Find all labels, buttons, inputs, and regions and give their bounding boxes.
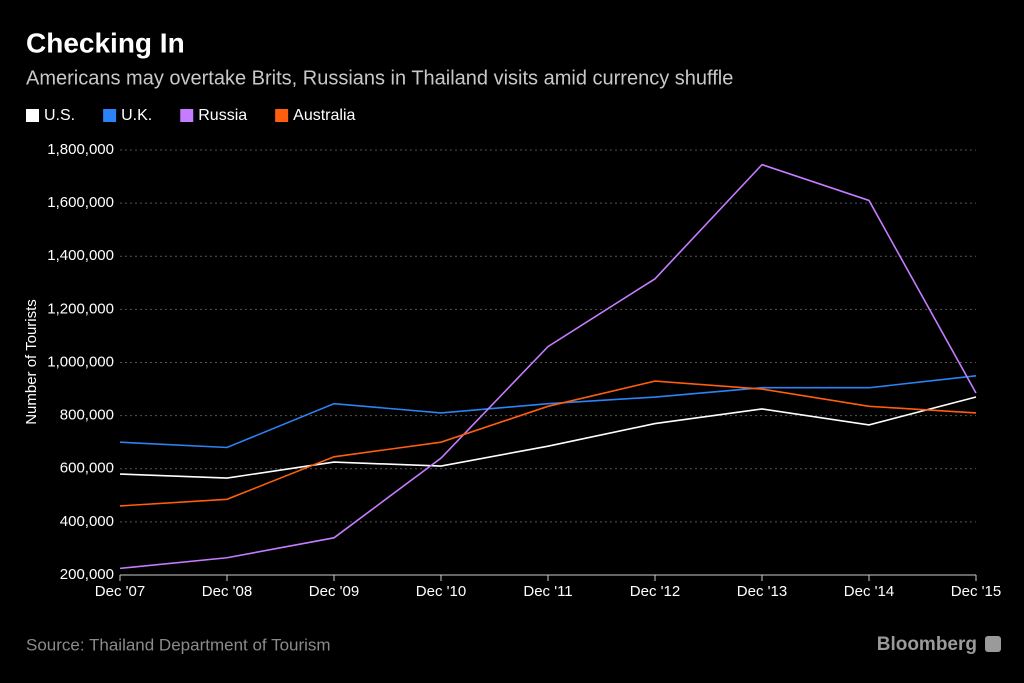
y-tick-label: 1,400,000	[47, 247, 114, 264]
legend-label: Australia	[293, 107, 355, 124]
chart-subtitle: Americans may overtake Brits, Russians i…	[26, 67, 733, 89]
x-tick-label: Dec '12	[630, 583, 680, 600]
y-tick-label: 1,600,000	[47, 194, 114, 211]
x-tick-label: Dec '08	[202, 583, 252, 600]
legend-label: U.S.	[44, 107, 75, 124]
legend-swatch	[26, 109, 39, 122]
y-axis-label: Number of Tourists	[23, 299, 40, 425]
source: Source: Thailand Department of Tourism	[26, 635, 331, 654]
y-tick-label: 400,000	[60, 513, 114, 530]
legend-label: U.K.	[121, 107, 152, 124]
brand-icon	[985, 636, 1001, 652]
y-tick-label: 800,000	[60, 407, 114, 424]
x-tick-label: Dec '15	[951, 583, 1001, 600]
y-tick-label: 600,000	[60, 460, 114, 477]
brand: Bloomberg	[877, 634, 977, 655]
series-line	[119, 380, 977, 507]
legend-label: Russia	[198, 107, 247, 124]
x-tick-label: Dec '13	[737, 583, 787, 600]
legend-swatch	[103, 109, 117, 122]
x-tick-label: Dec '10	[416, 583, 466, 600]
x-tick-label: Dec '14	[844, 583, 894, 600]
legend-swatch	[275, 109, 289, 122]
x-tick-label: Dec '11	[523, 583, 572, 600]
y-tick-label: 200,000	[60, 566, 114, 583]
x-tick-label: Dec '09	[309, 583, 359, 600]
legend-swatch	[180, 109, 194, 122]
x-tick-label: Dec '07	[95, 583, 145, 600]
chart-title: Checking In	[26, 27, 185, 58]
series-line	[119, 396, 977, 479]
y-tick-label: 1,000,000	[47, 353, 114, 370]
series-line	[119, 163, 977, 570]
y-tick-label: 1,800,000	[47, 141, 114, 158]
series-line	[119, 374, 977, 449]
y-tick-label: 1,200,000	[47, 300, 114, 317]
